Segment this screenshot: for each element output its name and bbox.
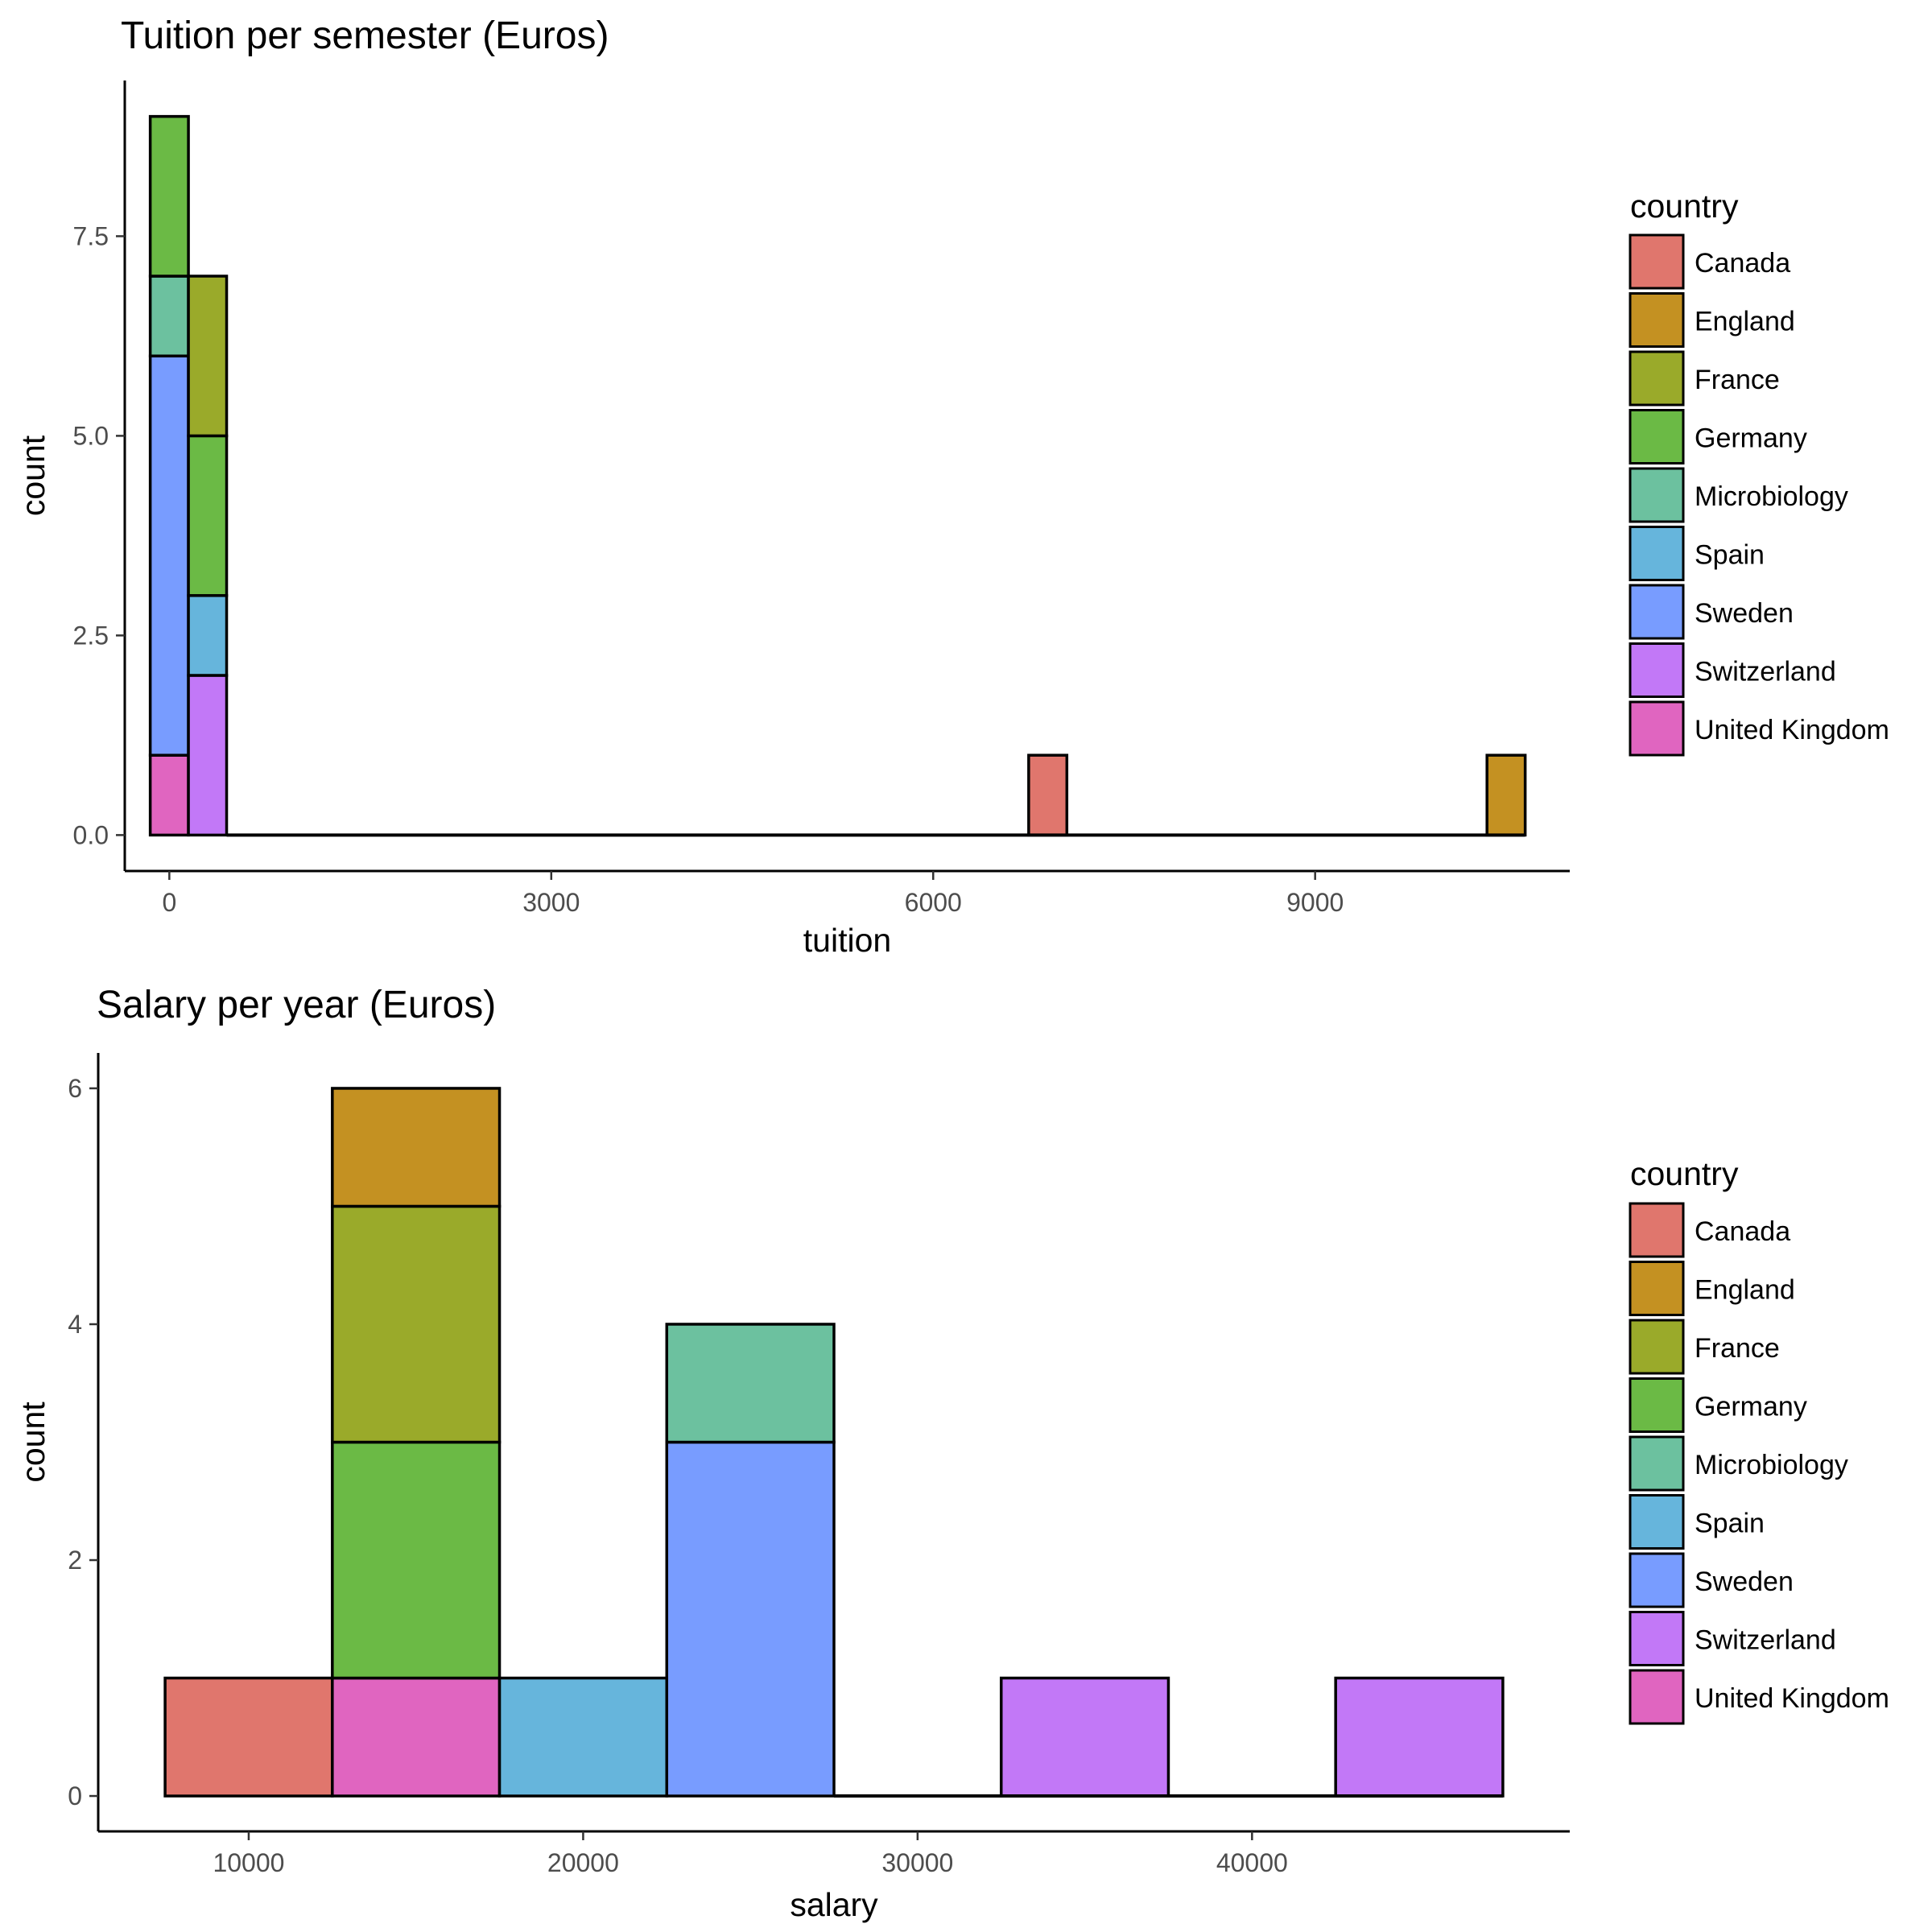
tuition-legend-title: country [1630, 188, 1739, 225]
tuition-x-tick-label: 0 [162, 888, 176, 917]
salary-y-tick-label: 4 [68, 1310, 82, 1339]
salary-bars [163, 1087, 1505, 1798]
salary-legend-swatch-england [1629, 1261, 1685, 1316]
tuition-bar-united-kingdom-bin-0 [148, 753, 190, 837]
tuition-legend-swatch-united-kingdom [1629, 700, 1685, 757]
salary-bar-switzerland-bin-4 [999, 1676, 1170, 1798]
tuition-legend-label-france: France [1695, 365, 1780, 395]
salary-legend-label-spain: Spain [1695, 1509, 1765, 1539]
salary-legend-swatch-microbiology [1629, 1435, 1685, 1492]
tuition-legend-swatch-spain [1629, 526, 1685, 581]
tuition-y-tick-label: 7.5 [73, 221, 109, 250]
salary-x-tick-label: 10000 [213, 1848, 284, 1877]
tuition-y-tick-label: 5.0 [73, 421, 109, 450]
salary-legend-swatch-spain [1629, 1494, 1685, 1550]
tuition-bar-germany-bin-1 [187, 434, 229, 597]
salary-x-tick-label: 20000 [547, 1848, 619, 1877]
tuition-legend-swatch-england [1629, 292, 1685, 348]
tuition-legend-label-spain: Spain [1695, 540, 1765, 571]
salary-legend-label-microbiology: Microbiology [1695, 1450, 1848, 1480]
tuition-x-axis-title: tuition [803, 922, 891, 959]
salary-legend-label-germany: Germany [1695, 1392, 1807, 1422]
tuition-legend-swatch-canada [1629, 233, 1685, 290]
salary-y-tick-label: 2 [68, 1546, 82, 1575]
salary-legend-swatch-united-kingdom [1629, 1669, 1685, 1725]
tuition-x-tick-label: 9000 [1286, 888, 1344, 917]
tuition-legend-label-sweden: Sweden [1695, 598, 1794, 629]
salary-y-tick-label: 0 [68, 1781, 82, 1810]
tuition-legend-label-england: England [1695, 307, 1795, 337]
salary-legend-label-switzerland: Switzerland [1695, 1625, 1836, 1656]
tuition-bar-spain-bin-1 [187, 594, 229, 677]
tuition-bar-canada-bin-2 [1027, 753, 1069, 837]
salary-legend-swatch-canada [1629, 1202, 1685, 1258]
tuition-legend-swatch-sweden [1629, 584, 1685, 640]
tuition-bars [148, 114, 1527, 837]
salary-histogram-panel: 10000 20000 30000 40000 0 2 4 6 Salary per year … [14, 984, 1889, 1923]
salary-y-tick-label: 6 [68, 1074, 82, 1103]
tuition-bar-switzerland-bin-1 [187, 674, 229, 837]
tuition-bar-microbiology-bin-0 [148, 275, 190, 357]
salary-bar-england-bin-1 [331, 1087, 502, 1208]
salary-legend-title: country [1630, 1155, 1739, 1192]
tuition-histogram-panel: 0 3000 6000 9000 0.0 2.5 5.0 7.5 Tuition per sem… [14, 14, 1889, 959]
salary-bar-spain-bin-2 [497, 1676, 669, 1798]
salary-x-tick-label: 40000 [1216, 1848, 1288, 1877]
tuition-legend-label-canada: Canada [1695, 248, 1790, 279]
salary-y-axis-title: count [14, 1402, 52, 1483]
salary-bar-france-bin-1 [331, 1204, 502, 1444]
tuition-legend-swatch-germany [1629, 409, 1685, 464]
tuition-chart-title: Tuition per semester (Euros) [121, 14, 609, 57]
tuition-bar-france-bin-1 [187, 275, 229, 438]
salary-bar-canada-bin-0 [163, 1676, 334, 1798]
salary-bar-sweden-bin-3 [665, 1440, 836, 1798]
tuition-y-tick-label: 2.5 [73, 621, 109, 650]
salary-legend: country Canada England France Germany Microbi… [1629, 1155, 1889, 1725]
salary-bar-microbiology-bin-3 [665, 1323, 836, 1444]
tuition-legend-label-microbiology: Microbiology [1695, 481, 1848, 512]
salary-legend-label-canada: Canada [1695, 1216, 1790, 1247]
salary-bar-switzerland-bin-5 [1334, 1676, 1505, 1798]
salary-legend-label-france: France [1695, 1333, 1780, 1364]
tuition-legend-label-united-kingdom: United Kingdom [1695, 715, 1889, 745]
salary-legend-label-sweden: Sweden [1695, 1567, 1794, 1597]
tuition-x-tick-label: 3000 [522, 888, 580, 917]
salary-bar-united-kingdom-bin-1 [331, 1676, 502, 1798]
salary-legend-swatch-france [1629, 1319, 1685, 1375]
salary-x-axis-title: salary [790, 1886, 878, 1923]
salary-legend-swatch-sweden [1629, 1552, 1685, 1608]
tuition-bar-sweden-bin-0 [148, 354, 190, 757]
tuition-x-tick-label: 6000 [905, 888, 962, 917]
tuition-legend-label-switzerland: Switzerland [1695, 657, 1836, 687]
tuition-legend-swatch-switzerland [1629, 642, 1685, 698]
salary-legend-swatch-germany [1629, 1377, 1685, 1433]
tuition-legend: country Canada England France Germany Microbi… [1629, 188, 1889, 757]
salary-legend-label-england: England [1695, 1275, 1795, 1306]
salary-legend-swatch-switzerland [1629, 1611, 1685, 1666]
salary-x-tick-label: 30000 [881, 1848, 953, 1877]
salary-bar-germany-bin-1 [331, 1440, 502, 1680]
tuition-bar-germany-bin-0 [148, 114, 190, 278]
tuition-legend-swatch-microbiology [1629, 467, 1685, 523]
tuition-bar-england-bin-3 [1485, 753, 1527, 837]
tuition-legend-label-germany: Germany [1695, 423, 1807, 454]
salary-legend-label-united-kingdom: United Kingdom [1695, 1683, 1889, 1714]
tuition-legend-swatch-france [1629, 350, 1685, 407]
tuition-y-tick-label: 0.0 [73, 820, 109, 849]
tuition-y-axis-title: count [14, 435, 52, 516]
salary-chart-title: Salary per year (Euros) [97, 984, 496, 1026]
